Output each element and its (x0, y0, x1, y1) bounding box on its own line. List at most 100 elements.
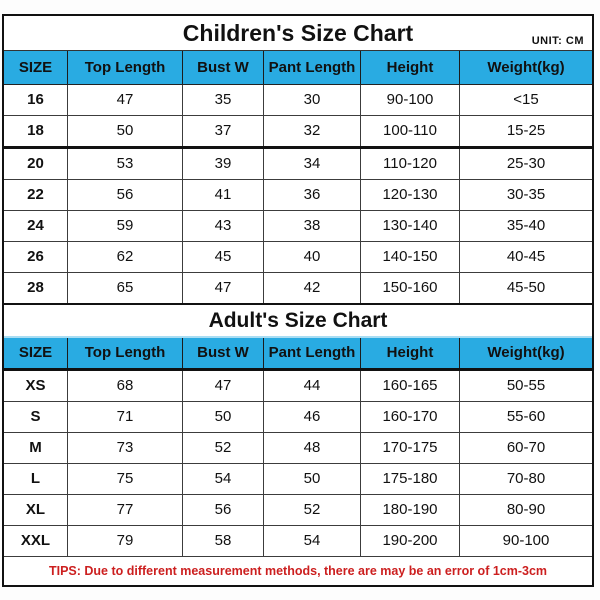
table-row: 18 50 37 32 100-110 15-25 (4, 116, 592, 149)
value-cell: 53 (68, 149, 183, 179)
value-cell: 37 (183, 116, 264, 146)
value-cell: 58 (183, 526, 264, 556)
value-cell: 56 (183, 495, 264, 525)
value-cell: 75 (68, 464, 183, 494)
value-cell: 54 (183, 464, 264, 494)
value-cell: 43 (183, 211, 264, 241)
children-size-chart-section: Children's Size Chart UNIT: CM SIZE Top … (2, 14, 594, 305)
size-cell: 24 (4, 211, 68, 241)
value-cell: 120-130 (361, 180, 460, 210)
size-cell: S (4, 402, 68, 432)
value-cell: 90-100 (361, 85, 460, 115)
value-cell: 41 (183, 180, 264, 210)
value-cell: 79 (68, 526, 183, 556)
value-cell: 30 (264, 85, 361, 115)
value-cell: 62 (68, 242, 183, 272)
size-cell: 18 (4, 116, 68, 146)
value-cell: 39 (183, 149, 264, 179)
size-cell: 22 (4, 180, 68, 210)
value-cell: 32 (264, 116, 361, 146)
column-header-size: SIZE (4, 51, 68, 84)
value-cell: 50 (68, 116, 183, 146)
value-cell: 52 (183, 433, 264, 463)
value-cell: 30-35 (460, 180, 592, 210)
column-header-top-length: Top Length (68, 51, 183, 84)
value-cell: 52 (264, 495, 361, 525)
value-cell: 100-110 (361, 116, 460, 146)
value-cell: 190-200 (361, 526, 460, 556)
value-cell: 73 (68, 433, 183, 463)
value-cell: 110-120 (361, 149, 460, 179)
value-cell: 38 (264, 211, 361, 241)
table-row: 24 59 43 38 130-140 35-40 (4, 211, 592, 242)
value-cell: 47 (183, 273, 264, 303)
value-cell: 180-190 (361, 495, 460, 525)
size-cell: M (4, 433, 68, 463)
table-row: 20 53 39 34 110-120 25-30 (4, 149, 592, 180)
value-cell: 34 (264, 149, 361, 179)
size-cell: XXL (4, 526, 68, 556)
table-row: 16 47 35 30 90-100 <15 (4, 85, 592, 116)
value-cell: 35 (183, 85, 264, 115)
value-cell: 40 (264, 242, 361, 272)
value-cell: 50 (183, 402, 264, 432)
value-cell: 90-100 (460, 526, 592, 556)
size-cell: 16 (4, 85, 68, 115)
children-table-body: 16 47 35 30 90-100 <15 18 50 37 32 100-110 15-25 20 5… (4, 85, 592, 303)
value-cell: 130-140 (361, 211, 460, 241)
children-title-bar: Children's Size Chart UNIT: CM (4, 16, 592, 51)
value-cell: 70-80 (460, 464, 592, 494)
value-cell: 80-90 (460, 495, 592, 525)
column-header-pant-length: Pant Length (264, 338, 361, 368)
value-cell: 15-25 (460, 116, 592, 146)
unit-label: UNIT: CM (531, 35, 584, 47)
value-cell: 40-45 (460, 242, 592, 272)
value-cell: 160-170 (361, 402, 460, 432)
table-row: XL 77 56 52 180-190 80-90 (4, 495, 592, 526)
value-cell: 25-30 (460, 149, 592, 179)
value-cell: 54 (264, 526, 361, 556)
value-cell: 77 (68, 495, 183, 525)
column-header-height: Height (361, 51, 460, 84)
table-row: 28 65 47 42 150-160 45-50 (4, 273, 592, 303)
table-row: S 71 50 46 160-170 55-60 (4, 402, 592, 433)
value-cell: 50 (264, 464, 361, 494)
value-cell: 36 (264, 180, 361, 210)
adult-header-row: SIZE Top Length Bust W Pant Length Heigh… (4, 338, 592, 371)
table-row: 22 56 41 36 120-130 30-35 (4, 180, 592, 211)
size-cell: XS (4, 371, 68, 401)
column-header-weight: Weight(kg) (487, 344, 565, 361)
value-cell: 45-50 (460, 273, 592, 303)
value-cell: 47 (183, 371, 264, 401)
adult-table-body: XS 68 47 44 160-165 50-55 S 71 50 46 160-170 55-60 M… (4, 371, 592, 557)
value-cell: 160-165 (361, 371, 460, 401)
column-header-height: Height (361, 338, 460, 368)
value-cell: 71 (68, 402, 183, 432)
value-cell: 55-60 (460, 402, 592, 432)
value-cell: 150-160 (361, 273, 460, 303)
value-cell: 60-70 (460, 433, 592, 463)
table-row: XS 68 47 44 160-165 50-55 (4, 371, 592, 402)
value-cell: 68 (68, 371, 183, 401)
table-row: XXL 79 58 54 190-200 90-100 (4, 526, 592, 557)
size-cell: XL (4, 495, 68, 525)
value-cell: <15 (460, 85, 592, 115)
value-cell: 35-40 (460, 211, 592, 241)
children-chart-title: Children's Size Chart (182, 19, 414, 46)
value-cell: 42 (264, 273, 361, 303)
value-cell: 44 (264, 371, 361, 401)
value-cell: 56 (68, 180, 183, 210)
value-cell: 48 (264, 433, 361, 463)
adult-title-bar: Adult's Size Chart (4, 305, 592, 338)
tips-text: TIPS: Due to different measurement metho… (4, 557, 592, 585)
adult-size-chart-section: Adult's Size Chart SIZE Top Length Bust … (2, 303, 594, 587)
size-cell: 26 (4, 242, 68, 272)
size-cell: 20 (4, 149, 68, 179)
column-header-bust-w: Bust W (183, 51, 264, 84)
value-cell: 46 (264, 402, 361, 432)
value-cell: 45 (183, 242, 264, 272)
value-cell: 47 (68, 85, 183, 115)
children-header-row: SIZE Top Length Bust W Pant Length Heigh… (4, 51, 592, 85)
value-cell: 65 (68, 273, 183, 303)
